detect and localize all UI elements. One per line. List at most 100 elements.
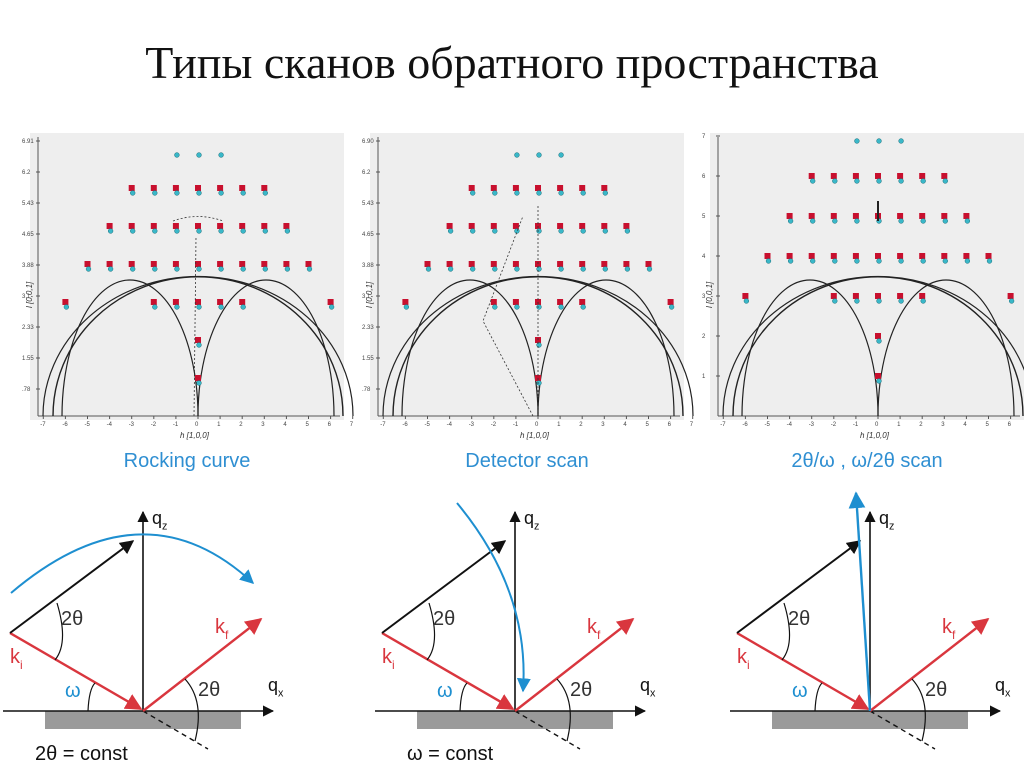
lattice-point bbox=[150, 261, 157, 267]
x-tick-label: -2 bbox=[151, 422, 157, 428]
lattice-point bbox=[964, 218, 971, 224]
x-tick-label: 4 bbox=[623, 422, 627, 428]
lattice-point bbox=[514, 152, 520, 158]
sample-block bbox=[417, 711, 613, 729]
x-tick-label: 3 bbox=[601, 422, 605, 428]
lattice-point bbox=[152, 190, 158, 196]
x-tick-label: -6 bbox=[742, 422, 748, 428]
scan-condition: ω = const bbox=[407, 743, 494, 765]
y-tick-label: 7 bbox=[702, 134, 706, 140]
lattice-point bbox=[425, 266, 432, 272]
kf-vector bbox=[514, 617, 635, 712]
detector-arrow bbox=[456, 502, 531, 693]
lattice-point bbox=[196, 380, 202, 386]
x-tick-label: -7 bbox=[380, 422, 386, 428]
lattice-point bbox=[832, 178, 838, 184]
ki-label: ki bbox=[382, 646, 395, 672]
y-tick-label: .78 bbox=[22, 387, 31, 393]
lattice-point bbox=[283, 261, 290, 267]
x-tick-label: 2 bbox=[239, 422, 243, 428]
lattice-point bbox=[941, 213, 948, 219]
transmitted-beam-dashed bbox=[514, 710, 581, 750]
y-tick-label: 2.33 bbox=[22, 325, 34, 331]
geometry-diagram-1: qx qz ki kf 2θ ω 2θ 2θ = const bbox=[3, 508, 284, 765]
right-forbidden-arc bbox=[537, 279, 675, 417]
lattice-point bbox=[579, 223, 586, 229]
lattice-point bbox=[514, 190, 520, 196]
lattice-point bbox=[602, 190, 608, 196]
lattice-point bbox=[172, 261, 179, 267]
lattice-point bbox=[327, 299, 334, 305]
lattice-point bbox=[898, 258, 904, 264]
omega-arc bbox=[87, 682, 96, 712]
lattice-point bbox=[196, 304, 202, 310]
lattice-point bbox=[512, 185, 519, 191]
lattice-point bbox=[601, 223, 608, 229]
y-axis-title: l [0,0,1] bbox=[365, 281, 374, 308]
y-tick-label: 1 bbox=[702, 374, 706, 380]
x-tick-label: 3 bbox=[261, 422, 265, 428]
x-tick-label: 6 bbox=[1008, 422, 1012, 428]
lattice-point bbox=[919, 253, 926, 259]
lattice-point bbox=[876, 298, 882, 304]
lattice-point bbox=[447, 266, 454, 272]
y-tick-label: 4.65 bbox=[22, 232, 34, 238]
lattice-point bbox=[1008, 298, 1015, 304]
two-theta-label-top: 2θ bbox=[433, 608, 455, 630]
lattice-point bbox=[787, 218, 794, 224]
lattice-point bbox=[854, 298, 860, 304]
x-tick-label: -7 bbox=[720, 422, 726, 428]
transmitted-beam-dashed bbox=[142, 710, 209, 750]
x-tick-label: 7 bbox=[690, 422, 694, 428]
lattice-point bbox=[195, 337, 201, 343]
lattice-point bbox=[130, 190, 136, 196]
lattice-point bbox=[919, 213, 926, 219]
lattice-point bbox=[854, 218, 860, 224]
lattice-point bbox=[536, 342, 542, 348]
detector-scan-path bbox=[482, 206, 539, 417]
lattice-point bbox=[446, 261, 453, 267]
lattice-point bbox=[490, 261, 497, 267]
lattice-point bbox=[150, 223, 157, 229]
lattice-point bbox=[580, 190, 586, 196]
kf-label: kf bbox=[587, 616, 601, 642]
caption-detector-scan: Detector scan bbox=[465, 450, 588, 472]
lattice-point bbox=[852, 213, 859, 219]
lattice-point bbox=[536, 190, 542, 196]
lattice-point bbox=[446, 223, 453, 229]
lattice-point bbox=[764, 253, 771, 259]
lattice-point bbox=[490, 185, 497, 191]
lattice-point bbox=[920, 218, 926, 224]
lattice-point bbox=[941, 173, 948, 179]
two-theta-label-top: 2θ bbox=[61, 608, 83, 630]
lattice-point bbox=[964, 258, 971, 264]
lattice-point bbox=[852, 253, 859, 259]
lattice-point bbox=[106, 223, 113, 229]
kf-label: kf bbox=[215, 616, 229, 642]
x-tick-label: -5 bbox=[85, 422, 91, 428]
qx-label: qx bbox=[995, 675, 1011, 699]
lattice-point bbox=[174, 190, 180, 196]
lattice-point bbox=[963, 213, 970, 219]
lattice-point bbox=[743, 298, 750, 304]
lattice-point bbox=[512, 299, 519, 305]
y-tick-label: 6.91 bbox=[22, 139, 34, 145]
lattice-point bbox=[196, 152, 202, 158]
lattice-point bbox=[876, 378, 882, 384]
lattice-point bbox=[262, 228, 268, 234]
lattice-point bbox=[875, 173, 881, 179]
scan-panel-2: 6.90 6.2 5.43 4.65 3.88 3.1 2.33 1.55 .78 -7 -6 -5 -… bbox=[362, 133, 694, 440]
right-forbidden-arc bbox=[877, 279, 1015, 417]
lattice-point bbox=[195, 223, 201, 229]
lattice-point bbox=[830, 293, 837, 299]
lattice-point bbox=[152, 228, 158, 234]
x-axis-title: h [1,0,0] bbox=[520, 431, 550, 440]
lattice-point bbox=[854, 138, 860, 144]
lattice-point bbox=[447, 228, 454, 234]
lattice-point bbox=[876, 138, 882, 144]
lattice-point bbox=[830, 213, 837, 219]
lattice-point bbox=[514, 304, 520, 310]
transmitted-beam-dashed bbox=[869, 710, 936, 750]
y-tick-label: 4.65 bbox=[362, 232, 374, 238]
